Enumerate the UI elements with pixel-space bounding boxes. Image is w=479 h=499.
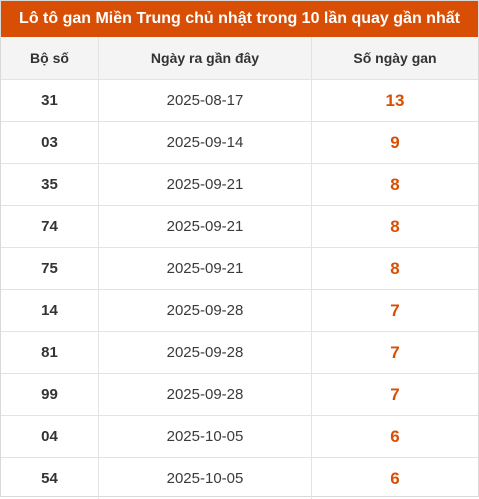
table-row: 75 2025-09-21 8 <box>1 248 478 290</box>
table-row: 31 2025-08-17 13 <box>1 80 478 122</box>
cell-number: 74 <box>1 206 99 248</box>
cell-number: 35 <box>1 164 99 206</box>
cell-days: 8 <box>312 164 479 206</box>
table-row: 14 2025-09-28 7 <box>1 290 478 332</box>
header-row: Bộ số Ngày ra gần đây Số ngày gan <box>1 37 478 80</box>
cell-days: 8 <box>312 206 479 248</box>
lotto-gan-table: Bộ số Ngày ra gần đây Số ngày gan 31 202… <box>1 37 478 499</box>
table-title: Lô tô gan Miền Trung chủ nhật trong 10 l… <box>1 1 478 37</box>
header-days: Số ngày gan <box>312 37 479 80</box>
table-row: 99 2025-09-28 7 <box>1 374 478 416</box>
cell-date: 2025-09-28 <box>99 332 312 374</box>
cell-date: 2025-09-21 <box>99 206 312 248</box>
cell-days: 6 <box>312 416 479 458</box>
header-number: Bộ số <box>1 37 99 80</box>
cell-number: 99 <box>1 374 99 416</box>
table-row: 03 2025-09-14 9 <box>1 122 478 164</box>
cell-number: 54 <box>1 458 99 499</box>
cell-number: 75 <box>1 248 99 290</box>
cell-days: 7 <box>312 332 479 374</box>
cell-date: 2025-09-21 <box>99 164 312 206</box>
cell-days: 7 <box>312 374 479 416</box>
table-body: 31 2025-08-17 13 03 2025-09-14 9 35 2025… <box>1 80 478 499</box>
cell-number: 03 <box>1 122 99 164</box>
table-row: 54 2025-10-05 6 <box>1 458 478 499</box>
cell-days: 9 <box>312 122 479 164</box>
table-row: 04 2025-10-05 6 <box>1 416 478 458</box>
cell-days: 13 <box>312 80 479 122</box>
table-row: 35 2025-09-21 8 <box>1 164 478 206</box>
cell-number: 04 <box>1 416 99 458</box>
table-row: 74 2025-09-21 8 <box>1 206 478 248</box>
cell-days: 7 <box>312 290 479 332</box>
cell-date: 2025-10-05 <box>99 458 312 499</box>
cell-days: 8 <box>312 248 479 290</box>
cell-date: 2025-09-14 <box>99 122 312 164</box>
header-date: Ngày ra gần đây <box>99 37 312 80</box>
cell-number: 14 <box>1 290 99 332</box>
cell-date: 2025-09-21 <box>99 248 312 290</box>
cell-date: 2025-09-28 <box>99 374 312 416</box>
cell-date: 2025-09-28 <box>99 290 312 332</box>
cell-days: 6 <box>312 458 479 499</box>
cell-date: 2025-08-17 <box>99 80 312 122</box>
cell-number: 31 <box>1 80 99 122</box>
cell-date: 2025-10-05 <box>99 416 312 458</box>
table-row: 81 2025-09-28 7 <box>1 332 478 374</box>
cell-number: 81 <box>1 332 99 374</box>
